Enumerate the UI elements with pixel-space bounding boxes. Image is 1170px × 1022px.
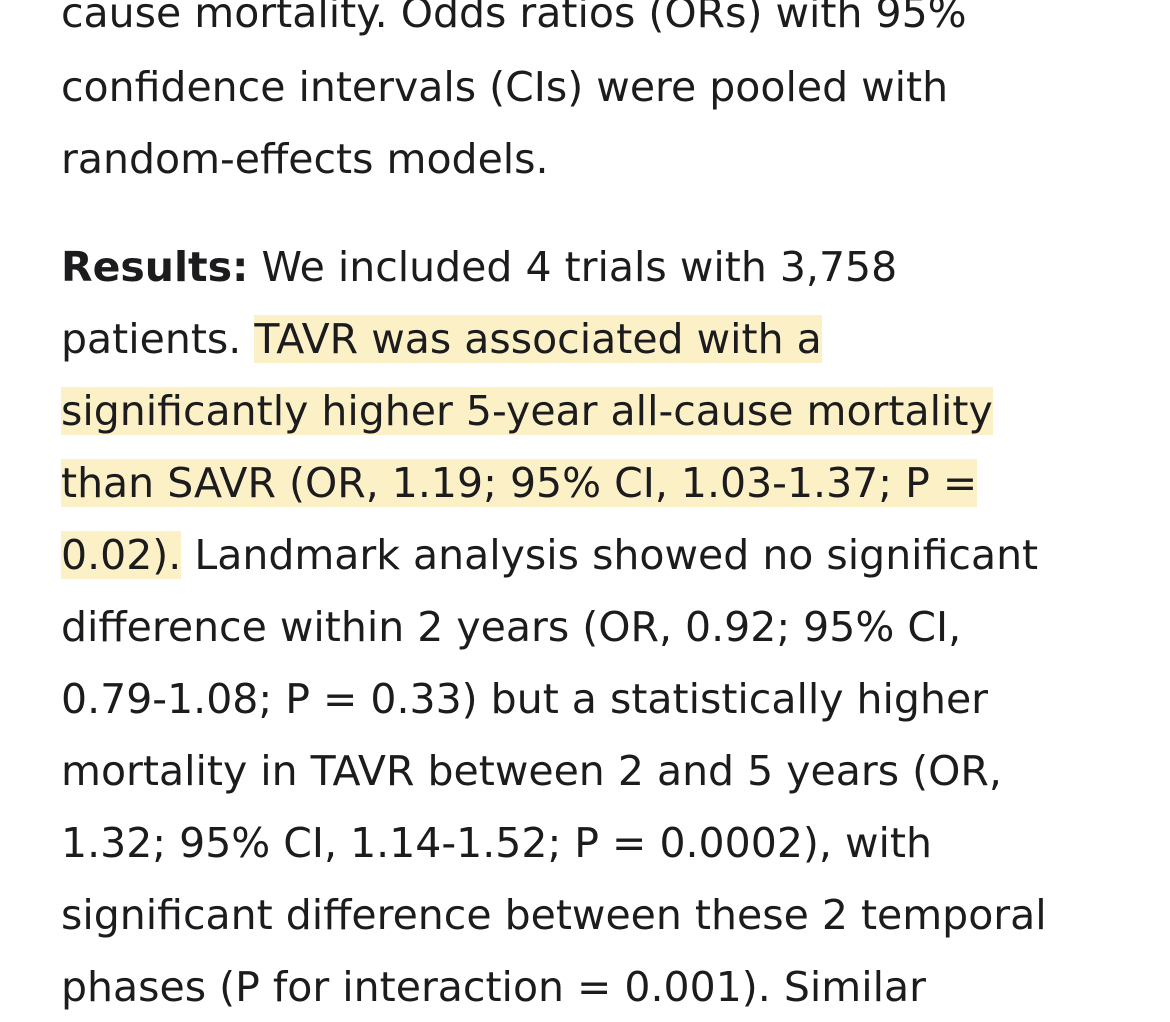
results-line: 0.79-1.08; P = 0.33) but a statistically… (61, 675, 989, 723)
results-line: Results: We included 4 trials with 3,758 (61, 231, 897, 303)
results-line: significantly higher 5-year all-cause mo… (61, 375, 993, 447)
results-text: patients. (61, 315, 255, 363)
highlighted-text[interactable]: than SAVR (OR, 1.19; 95% CI, 1.03-1.37; … (61, 459, 978, 507)
results-text: We included 4 trials with 3,758 (248, 243, 898, 291)
highlighted-text[interactable]: 0.02). (61, 531, 182, 579)
results-heading: Results: (61, 243, 249, 291)
results-line: than SAVR (OR, 1.19; 95% CI, 1.03-1.37; … (61, 447, 978, 519)
results-line: 1.32; 95% CI, 1.14-1.52; P = 0.0002), wi… (61, 819, 932, 867)
methods-line: cause mortality. Odds ratios (ORs) with … (61, 0, 967, 37)
results-line: significant difference between these 2 t… (61, 891, 1047, 939)
results-text: Landmark analysis showed no significant (181, 531, 1039, 579)
results-line: mortality in TAVR between 2 and 5 years … (61, 747, 1002, 795)
highlighted-text[interactable]: significantly higher 5-year all-cause mo… (61, 387, 993, 435)
results-line: difference within 2 years (OR, 0.92; 95%… (61, 603, 962, 651)
results-line: 0.02). Landmark analysis showed no signi… (61, 519, 1038, 591)
methods-line: confidence intervals (CIs) were pooled w… (61, 63, 949, 111)
methods-line: random-effects models. (61, 135, 549, 183)
results-line: phases (P for interaction = 0.001). Simi… (61, 963, 926, 1011)
highlighted-text[interactable]: TAVR was associated with a (254, 315, 822, 363)
results-line: patients. TAVR was associated with a (61, 303, 822, 375)
